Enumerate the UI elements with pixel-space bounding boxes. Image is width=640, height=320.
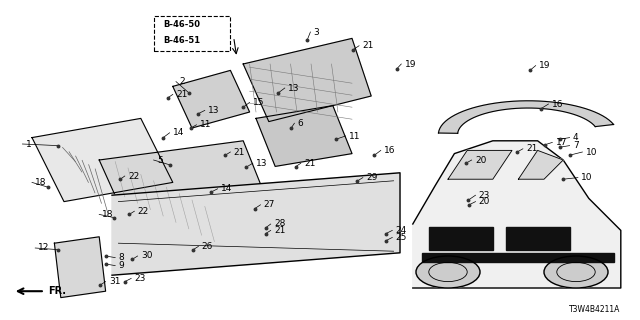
Text: 13: 13 [288,84,300,92]
Text: 29: 29 [366,173,378,182]
Text: 19: 19 [404,60,416,68]
Text: 21: 21 [274,226,285,235]
Text: 1: 1 [26,140,31,148]
Text: 28: 28 [274,220,285,228]
Text: 14: 14 [221,184,232,193]
Polygon shape [429,227,493,250]
Text: 21: 21 [304,159,316,168]
Text: 8: 8 [118,253,124,262]
Polygon shape [518,150,563,179]
Text: 5: 5 [157,156,163,164]
Text: 23: 23 [134,274,146,283]
Text: 9: 9 [118,261,124,270]
Text: 17: 17 [556,138,567,147]
Text: 14: 14 [173,128,184,137]
Text: B-46-51: B-46-51 [163,36,200,45]
Text: 24: 24 [396,226,407,235]
Text: 19: 19 [539,61,550,70]
Text: 18: 18 [35,178,47,187]
Text: 12: 12 [38,244,50,252]
Text: FR.: FR. [48,286,66,296]
Text: B-46-50: B-46-50 [163,20,200,29]
Polygon shape [54,237,106,298]
Text: 31: 31 [109,277,120,286]
Text: 2: 2 [179,77,185,86]
Text: 10: 10 [586,148,597,156]
Polygon shape [173,70,250,128]
Text: 13: 13 [256,159,268,168]
Text: 23: 23 [479,191,490,200]
Text: 20: 20 [479,197,490,206]
Text: 3: 3 [314,28,319,36]
Text: 21: 21 [234,148,245,156]
Text: 22: 22 [138,207,149,216]
Polygon shape [448,150,512,179]
Text: 30: 30 [141,252,152,260]
Text: 16: 16 [384,146,396,155]
Text: 13: 13 [208,106,220,115]
Text: 11: 11 [200,120,211,129]
Polygon shape [422,253,614,262]
Text: 21: 21 [362,41,374,50]
Text: 21: 21 [526,144,538,153]
Polygon shape [112,173,400,275]
Text: 4: 4 [573,133,579,142]
Polygon shape [506,227,570,250]
Text: 26: 26 [202,242,213,251]
Polygon shape [256,106,352,166]
Text: 7: 7 [573,141,579,150]
Text: 10: 10 [581,173,593,182]
Polygon shape [32,118,173,202]
Polygon shape [438,101,614,133]
Text: 15: 15 [253,98,264,107]
Text: 18: 18 [102,210,114,219]
Text: 27: 27 [264,200,275,209]
Text: 25: 25 [396,233,407,242]
Circle shape [416,256,480,288]
Text: 6: 6 [298,119,303,128]
Text: 16: 16 [552,100,563,108]
Text: 11: 11 [349,132,360,140]
Text: T3W4B4211A: T3W4B4211A [570,305,621,314]
Text: 22: 22 [128,172,140,180]
Polygon shape [243,38,371,122]
Polygon shape [99,141,269,224]
Circle shape [544,256,608,288]
Polygon shape [413,141,621,288]
Text: 20: 20 [475,156,486,164]
Text: 21: 21 [176,90,188,99]
